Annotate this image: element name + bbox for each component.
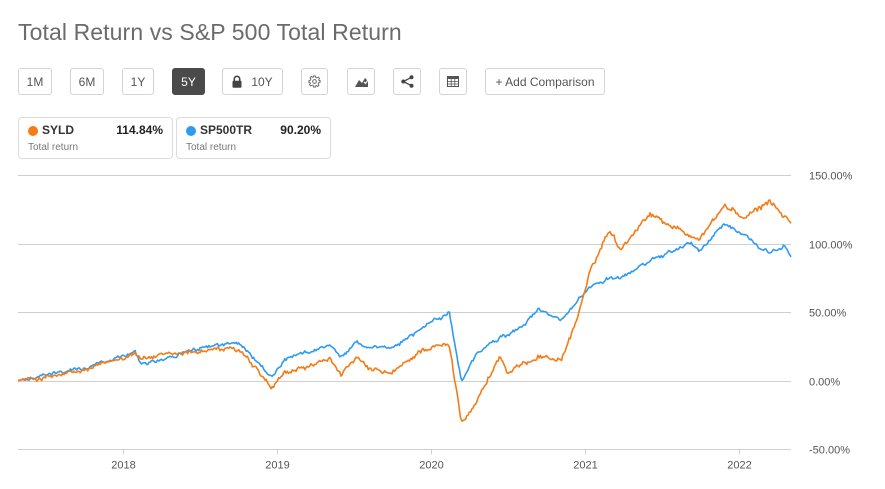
legend-symbol: SYLD [42, 123, 75, 137]
range-10y-button[interactable]: 10Y [222, 68, 283, 95]
x-axis: 2018 2019 2020 2021 2022 [18, 449, 791, 472]
page-title: Total Return vs S&P 500 Total Return [18, 19, 402, 45]
x-tick-label: 2020 [419, 460, 443, 472]
range-5y-button[interactable]: 5Y [172, 68, 205, 95]
legend-card-syld[interactable]: SYLD 114.84% Total return [18, 117, 173, 159]
legend-subtitle: Total return [28, 142, 79, 153]
y-axis: 150.00% 100.00% 50.00% 0.00% -50.00% [809, 171, 853, 457]
share-button[interactable] [393, 68, 421, 95]
chart-type-button[interactable] [347, 68, 375, 95]
lock-icon [232, 75, 242, 88]
y-tick-label: -50.00% [809, 445, 850, 457]
series-lines [17, 199, 792, 422]
x-tick-label: 2018 [111, 460, 135, 472]
return-chart[interactable]: 2018 2019 2020 2021 2022 150.00% 100.00% 50.00… [0, 160, 885, 489]
range-6m-label: 6M [78, 74, 96, 89]
range-6m-button[interactable]: 6M [70, 68, 104, 95]
table-view-button[interactable] [439, 68, 467, 95]
grid [18, 175, 791, 382]
legend-value: 90.20% [280, 123, 321, 137]
x-tick-label: 2022 [727, 460, 751, 472]
x-tick-label: 2021 [573, 460, 597, 472]
range-10y-label: 10Y [251, 74, 273, 89]
table-icon [447, 76, 459, 87]
chart-type-icon [354, 76, 368, 87]
series-line-sp500tr [17, 223, 792, 382]
range-1m-button[interactable]: 1M [18, 68, 52, 95]
legend-card-sp500tr[interactable]: SP500TR 90.20% Total return [176, 117, 331, 159]
range-1y-label: 1Y [130, 74, 146, 89]
range-5y-label: 5Y [181, 74, 196, 89]
range-1m-label: 1M [26, 74, 44, 89]
series-line-syld [17, 199, 792, 422]
syld-color-dot [28, 126, 38, 136]
y-tick-label: 100.00% [809, 240, 853, 252]
y-tick-label: 50.00% [809, 308, 847, 320]
x-tick-label: 2019 [265, 460, 289, 472]
y-tick-label: 0.00% [809, 377, 840, 389]
y-tick-label: 150.00% [809, 171, 853, 183]
sp500tr-color-dot [186, 126, 196, 136]
settings-button[interactable] [301, 68, 328, 95]
legend-symbol: SP500TR [200, 123, 253, 137]
gear-icon [308, 75, 321, 88]
legend-value: 114.84% [116, 123, 163, 137]
legend-subtitle: Total return [186, 142, 237, 153]
add-comparison-button[interactable]: + Add Comparison [485, 68, 605, 95]
range-1y-button[interactable]: 1Y [122, 68, 154, 95]
share-icon [400, 75, 414, 88]
add-comparison-label: + Add Comparison [495, 74, 595, 89]
